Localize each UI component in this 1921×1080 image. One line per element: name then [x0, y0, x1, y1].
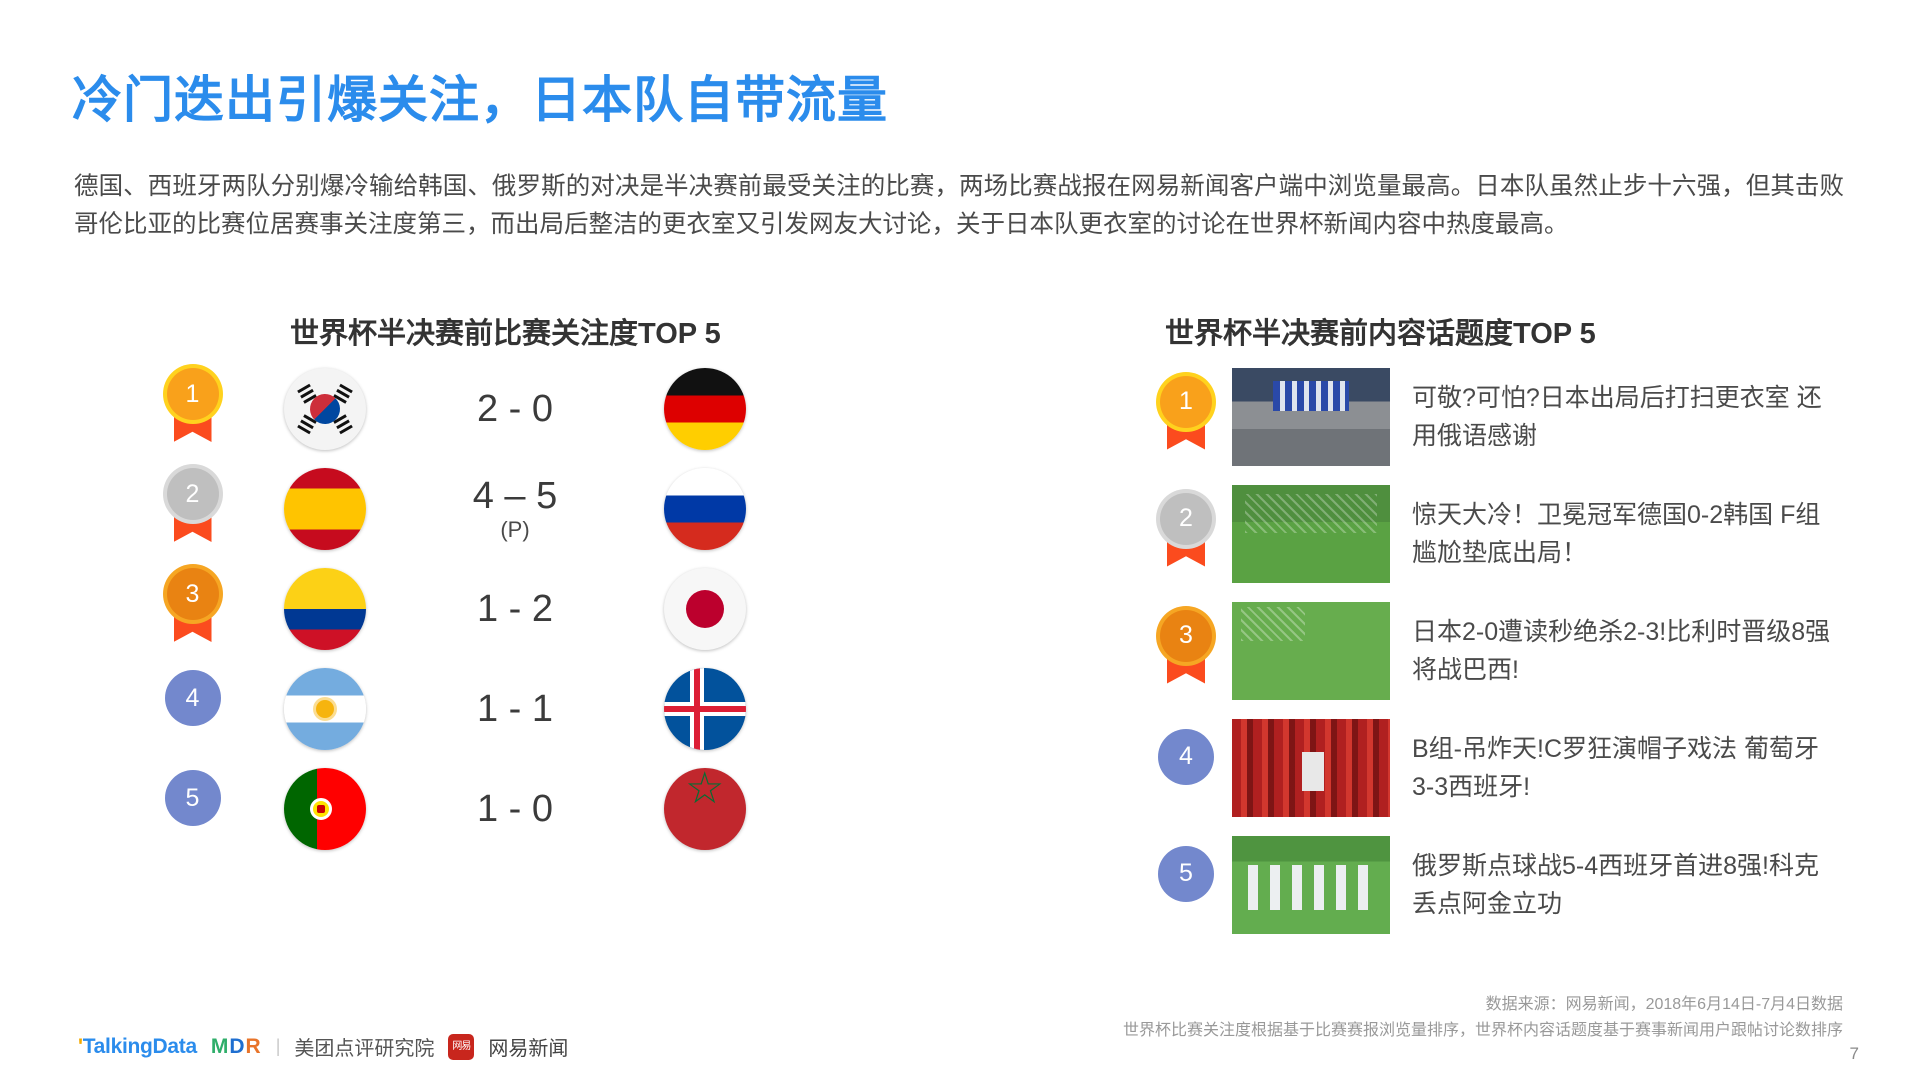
- list-item[interactable]: 5 俄罗斯点球战5-4西班牙首进8强!科克丢点阿金立功: [1140, 826, 1840, 943]
- page-title: 冷门迭出引爆关注，日本队自带流量: [72, 72, 888, 128]
- medal-bronze-icon: 3: [162, 564, 223, 650]
- table-row[interactable]: 3 1 - 2: [135, 560, 865, 658]
- rank-number: 5: [164, 770, 221, 826]
- away-flag-cell: [630, 368, 780, 450]
- score-text: 1 - 2: [476, 588, 554, 630]
- rank-number: 4: [1158, 728, 1214, 785]
- medal-gold-icon: 1: [1156, 371, 1216, 458]
- rank-number: 4: [164, 670, 221, 726]
- penalty-note: (P): [500, 517, 530, 542]
- logo-divider: |: [275, 1036, 281, 1056]
- home-flag-cell: [250, 368, 400, 450]
- netease-badge-icon: 网易: [448, 1033, 475, 1060]
- topic-headline: B组-吊炸天!C罗狂演帽子戏法 葡萄牙3-3西班牙!: [1412, 734, 1819, 801]
- celebration-photo-thumbnail: [1232, 835, 1390, 934]
- netease-news-logo: 网易新闻: [488, 1038, 569, 1060]
- talkingdata-logo: 'TalkingData: [78, 1034, 197, 1058]
- red-fans-crowd-photo-thumbnail: [1232, 718, 1390, 817]
- morocco-flag-icon: [664, 768, 746, 850]
- players-on-ground-photo-thumbnail: [1232, 601, 1390, 700]
- rank-medal-cell: 2: [1140, 488, 1232, 575]
- list-item[interactable]: 1 可敬?可怕?日本出局后打扫更衣室 还用俄语感谢: [1140, 358, 1840, 475]
- rank-number: 3: [1160, 609, 1212, 662]
- list-item[interactable]: 2 惊天大冷！卫冕冠军德国0-2韩国 F组尴尬垫底出局！: [1140, 475, 1840, 592]
- score-text: 4 – 5: [472, 475, 558, 517]
- rank-badge-4: 4: [163, 668, 223, 750]
- rank-number: 2: [166, 468, 219, 520]
- list-item[interactable]: 3 日本2-0遭读秒绝杀2-3!比利时晋级8强将战巴西!: [1140, 592, 1840, 709]
- medal-silver-icon: 2: [162, 464, 223, 550]
- right-section-title: 世界杯半决赛前内容话题度TOP 5: [1165, 318, 1596, 350]
- medal-bronze-icon: 3: [1156, 605, 1216, 692]
- away-flag-cell: [630, 768, 780, 850]
- page-number: 7: [1849, 1044, 1859, 1063]
- table-row[interactable]: 4 1 - 1: [135, 660, 865, 758]
- table-row[interactable]: 5 1 - 0: [135, 760, 865, 858]
- rank-medal-cell: 4: [1140, 727, 1232, 809]
- rank-number: 2: [1160, 492, 1212, 545]
- rank-medal-cell: 5: [135, 768, 250, 850]
- source-note: 数据来源：网易新闻，2018年6月14日-7月4日数据 世界杯比赛关注度根据基于…: [1123, 992, 1843, 1044]
- topic-popularity-list: 1 可敬?可怕?日本出局后打扫更衣室 还用俄语感谢 2 惊天大冷！卫冕冠军德国0…: [1140, 358, 1840, 943]
- away-flag-cell: [630, 568, 780, 650]
- rank-medal-cell: 5: [1140, 844, 1232, 926]
- logo-bar: 'TalkingData MDR | 美团点评研究院 网易 网易新闻: [78, 1032, 568, 1061]
- home-flag-cell: [250, 768, 400, 850]
- rank-medal-cell: 1: [135, 364, 250, 450]
- rank-number: 1: [166, 368, 219, 420]
- spain-flag-icon: [284, 468, 366, 550]
- away-flag-cell: [630, 468, 780, 550]
- rank-medal-cell: 2: [135, 464, 250, 550]
- home-flag-cell: [250, 668, 400, 750]
- argentina-flag-icon: [284, 668, 366, 750]
- rank-medal-cell: 3: [135, 564, 250, 650]
- iceland-flag-icon: [664, 668, 746, 750]
- rank-badge-4: 4: [1156, 727, 1216, 809]
- intro-paragraph: 德国、西班牙两队分别爆冷输给韩国、俄罗斯的对决是半决赛前最受关注的比赛，两场比赛…: [74, 173, 1844, 238]
- source-line-2: 世界杯比赛关注度根据基于比赛赛报浏览量排序，世界杯内容话题度基于赛事新闻用户跟帖…: [1122, 1022, 1843, 1039]
- match-score: 4 – 5 (P): [400, 475, 630, 543]
- medal-silver-icon: 2: [1156, 488, 1216, 575]
- match-score: 1 - 0: [400, 788, 630, 830]
- topic-headline: 俄罗斯点球战5-4西班牙首进8强!科克丢点阿金立功: [1412, 851, 1819, 918]
- locker-room-photo-thumbnail: [1232, 367, 1390, 466]
- topic-headline: 日本2-0遭读秒绝杀2-3!比利时晋级8强将战巴西!: [1412, 617, 1831, 684]
- rank-badge-5: 5: [163, 768, 223, 850]
- home-flag-cell: [250, 568, 400, 650]
- match-score: 1 - 2: [400, 588, 630, 630]
- match-score: 2 - 0: [400, 388, 630, 430]
- list-item[interactable]: 4 B组-吊炸天!C罗狂演帽子戏法 葡萄牙3-3西班牙!: [1140, 709, 1840, 826]
- japan-flag-icon: [664, 568, 746, 650]
- topic-headline: 可敬?可怕?日本出局后打扫更衣室 还用俄语感谢: [1412, 383, 1822, 450]
- score-text: 2 - 0: [476, 388, 554, 430]
- table-row[interactable]: 2 4 – 5 (P): [135, 460, 865, 558]
- russia-flag-icon: [664, 468, 746, 550]
- table-row[interactable]: 1 2 - 0: [135, 360, 865, 458]
- rank-number: 3: [166, 568, 219, 620]
- away-flag-cell: [630, 668, 780, 750]
- germany-flag-icon: [664, 368, 746, 450]
- score-text: 1 - 0: [476, 788, 554, 830]
- rank-number: 1: [1160, 375, 1212, 428]
- left-section-title: 世界杯半决赛前比赛关注度TOP 5: [290, 318, 721, 350]
- topic-headline: 惊天大冷！卫冕冠军德国0-2韩国 F组尴尬垫底出局！: [1412, 500, 1821, 567]
- rank-medal-cell: 1: [1140, 371, 1232, 458]
- mdr-logo: MDR: [210, 1034, 262, 1058]
- korea-republic-flag-icon: [284, 368, 366, 450]
- score-text: 1 - 1: [476, 688, 554, 730]
- rank-number: 5: [1158, 845, 1214, 902]
- rank-medal-cell: 3: [1140, 605, 1232, 692]
- rank-medal-cell: 4: [135, 668, 250, 750]
- source-line-1: 数据来源：网易新闻，2018年6月14日-7月4日数据: [1485, 996, 1843, 1013]
- match-attention-list: 1 2 - 0 2: [135, 360, 865, 860]
- home-flag-cell: [250, 468, 400, 550]
- match-score: 1 - 1: [400, 688, 630, 730]
- rank-badge-5: 5: [1156, 844, 1216, 926]
- colombia-flag-icon: [284, 568, 366, 650]
- goal-save-photo-thumbnail: [1232, 484, 1390, 583]
- meituan-research-logo: 美团点评研究院: [294, 1038, 435, 1060]
- portugal-flag-icon: [284, 768, 366, 850]
- medal-gold-icon: 1: [162, 364, 223, 450]
